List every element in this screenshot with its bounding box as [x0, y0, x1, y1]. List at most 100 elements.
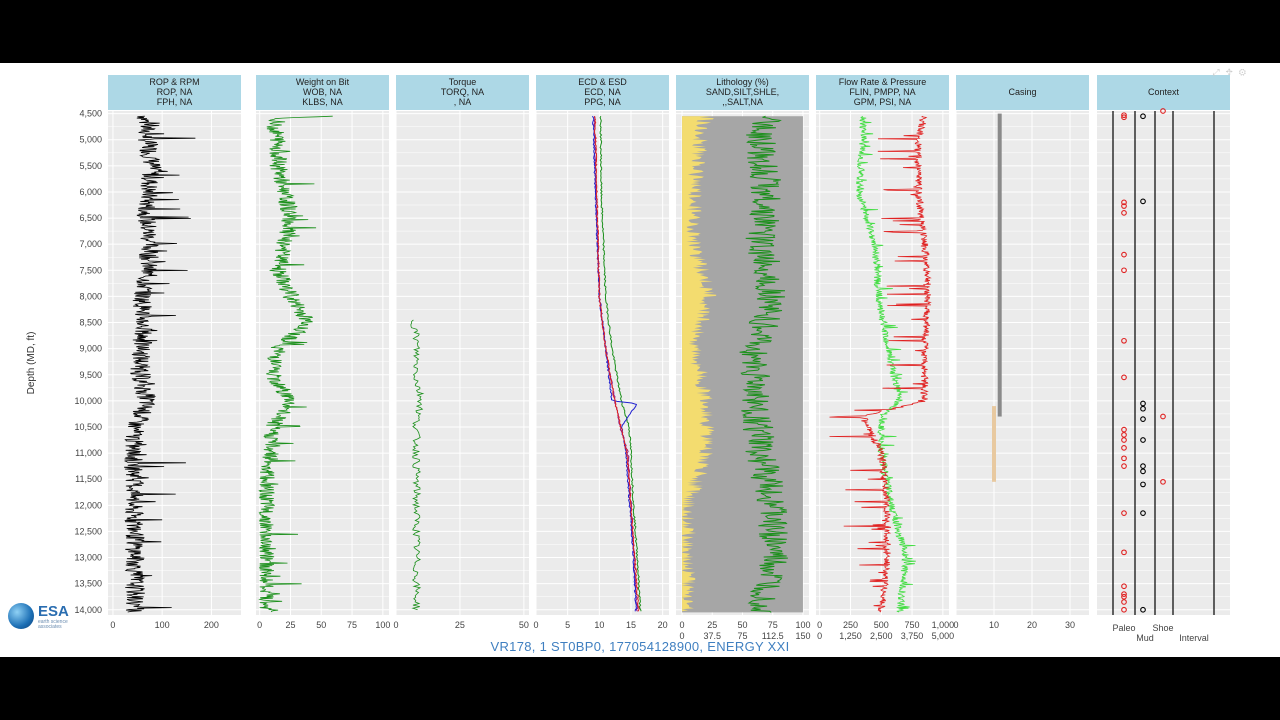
track-header: [256, 75, 389, 110]
x-tick-label-secondary: 75: [737, 631, 747, 641]
track-title-line: Torque: [449, 77, 477, 87]
track-title-line: FLIN, PMPP, NA: [849, 87, 915, 97]
track-header: [108, 75, 241, 110]
track-title-line: ROP & RPM: [149, 77, 199, 87]
log-curve: [593, 116, 640, 612]
x-tick-label: 20: [1027, 620, 1037, 630]
paleo-marker: [1121, 431, 1127, 438]
track-title-line: SAND,SILT,SHLE,: [706, 87, 779, 97]
paleo-marker: [1121, 455, 1127, 462]
paleo-marker: [1121, 426, 1127, 433]
plot-toolbar[interactable]: ⤢✥⚙: [1212, 67, 1252, 78]
x-tick-label: 0: [110, 620, 115, 630]
paleo-marker: [1121, 437, 1127, 443]
paleo-marker: [1121, 606, 1127, 613]
paleo-marker: [1121, 510, 1127, 517]
pan-icon[interactable]: ✥: [1225, 67, 1239, 77]
y-tick-label: 11,000: [75, 448, 102, 458]
x-tick-label: 250: [843, 620, 858, 630]
x-tick-label: 0: [257, 620, 262, 630]
globe-icon: [8, 603, 34, 629]
x-tick-label: 0: [680, 620, 685, 630]
x-tick-label: 200: [204, 620, 219, 630]
x-tick-label: 100: [155, 620, 170, 630]
context-column-label: Shoe: [1152, 623, 1173, 633]
casing-string: [997, 113, 1002, 417]
log-curve: [410, 319, 425, 611]
x-tick-label: 1,000: [932, 620, 955, 630]
y-tick-label: 7,500: [79, 265, 102, 275]
y-tick-label: 14,000: [74, 605, 102, 615]
track-panel: [108, 111, 241, 615]
paleo-marker: [1121, 337, 1127, 344]
x-tick-label-secondary: 1,250: [839, 631, 862, 641]
y-tick-label: 12,500: [74, 526, 102, 536]
x-tick-label: 25: [707, 620, 717, 630]
zoom-icon[interactable]: ⤢: [1212, 67, 1226, 77]
track-panel: [536, 111, 669, 615]
track-header: [956, 75, 1089, 110]
x-tick-label: 75: [768, 620, 778, 630]
esa-logo: ESA earth science associates: [8, 603, 78, 633]
y-tick-label: 11,500: [75, 474, 102, 484]
log-curve: [591, 115, 638, 612]
mud-marker: [1140, 437, 1146, 443]
log-curve: [124, 115, 196, 613]
paleo-marker: [1121, 599, 1127, 605]
track-title-line: GPM, PSI, NA: [854, 97, 912, 107]
track-title-line: ROP, NA: [157, 87, 193, 97]
paleo-marker: [1121, 203, 1127, 209]
settings-icon[interactable]: ⚙: [1238, 67, 1252, 77]
mud-marker: [1140, 113, 1146, 120]
x-tick-label: 10: [594, 620, 604, 630]
track-panel: [816, 111, 949, 615]
x-tick-label-secondary: 112.5: [762, 631, 784, 641]
mud-marker: [1140, 468, 1146, 475]
y-tick-label: 7,000: [79, 239, 102, 249]
y-tick-label: 5,000: [79, 135, 102, 145]
mud-marker: [1140, 416, 1146, 422]
track-header: [396, 75, 529, 110]
shoe-marker: [1160, 108, 1166, 114]
log-curve: [599, 115, 642, 612]
x-tick-label: 25: [455, 620, 465, 630]
paleo-marker: [1121, 112, 1127, 119]
track-title-line: Casing: [1008, 87, 1036, 97]
well-log-chart: Depth (MD, ft) 4,500 5,000 5,500 6,000 6,500 7…: [26, 75, 1230, 643]
paleo-marker: [1121, 591, 1127, 597]
x-tick-label: 750: [905, 620, 920, 630]
paleo-marker: [1121, 593, 1127, 600]
paleo-marker: [1121, 549, 1127, 556]
context-column-label: Interval: [1179, 633, 1209, 643]
casing-string: [992, 406, 996, 482]
x-tick-label-secondary: 5,000: [932, 631, 955, 641]
logo-abbreviation: ESA: [38, 603, 69, 620]
sand-fill: [682, 116, 717, 613]
y-tick-label: 13,500: [74, 579, 102, 589]
y-tick-label: 10,000: [74, 396, 102, 406]
log-viewer: Depth (MD, ft) 4,500 5,000 5,500 6,000 6,500 7…: [0, 63, 1280, 657]
track-title-line: ECD & ESD: [578, 77, 627, 87]
y-tick-label: 4,500: [79, 109, 102, 119]
x-tick-label: 0: [393, 620, 398, 630]
x-tick-label: 50: [519, 620, 529, 630]
track-header: [536, 75, 669, 110]
context-column-label: Mud: [1136, 633, 1154, 643]
x-tick-label: 0: [533, 620, 538, 630]
y-tick-label: 8,000: [79, 291, 102, 301]
x-tick-label-secondary: 3,750: [901, 631, 924, 641]
track-title-line: ,,SALT,NA: [722, 97, 763, 107]
paleo-marker: [1121, 445, 1127, 451]
context-column-label: Paleo: [1112, 623, 1135, 633]
y-tick-label: 9,500: [79, 370, 102, 380]
y-tick-label: 10,500: [74, 422, 102, 432]
x-tick-label: 10: [989, 620, 999, 630]
track-title-line: TORQ, NA: [441, 87, 484, 97]
mud-marker: [1140, 400, 1146, 407]
mud-marker: [1140, 405, 1146, 412]
x-tick-label: 0: [817, 620, 822, 630]
paleo-marker: [1121, 583, 1127, 590]
track-title-line: Weight on Bit: [296, 77, 350, 87]
